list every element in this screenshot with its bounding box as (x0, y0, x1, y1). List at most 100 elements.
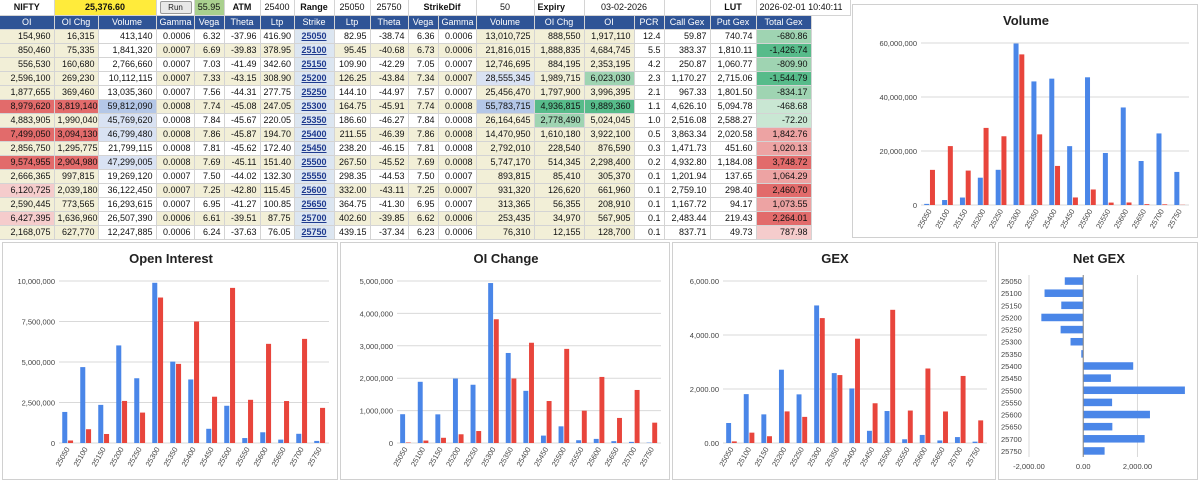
table-cell: -39.83 (224, 43, 261, 58)
table-cell: 369,460 (54, 85, 99, 100)
table-cell: 298.35 (334, 169, 371, 184)
net-gex-bar (1083, 398, 1113, 407)
strike-link[interactable]: 25600 (294, 183, 335, 198)
net-gex-bar (1083, 447, 1105, 455)
put-bar (423, 440, 429, 443)
range-low[interactable]: 25050 (334, 0, 371, 16)
table-cell: 12,155 (534, 225, 585, 240)
table-cell: 0.0007 (156, 169, 195, 184)
put-bar (837, 375, 843, 443)
table-row: 9,574,955 2,904,980 47,299,005 0.0008 7.69 -4… (0, 155, 851, 170)
table-cell: 0.0008 (156, 155, 195, 170)
put-bar (1001, 136, 1007, 205)
table-cell: -42.29 (370, 57, 409, 72)
call-bar (296, 433, 302, 443)
strike-link[interactable]: 25200 (294, 71, 335, 86)
run-button[interactable]: Run (159, 1, 192, 14)
strike-link[interactable]: 25700 (294, 211, 335, 226)
call-bar (1102, 152, 1108, 205)
table-cell: 0.0008 (156, 127, 195, 142)
table-cell: 1,842.76 (756, 127, 812, 142)
table-cell: 9,889,360 (584, 99, 635, 114)
call-bar (134, 378, 140, 443)
call-bar (726, 423, 732, 443)
net-gex-bar (1083, 386, 1185, 395)
strike-link[interactable]: 25100 (294, 43, 335, 58)
lut-value: 2026-02-01 10:40:11 (756, 0, 852, 16)
table-row: 2,168,075 627,770 12,247,885 0.0006 6.24 -37.… (0, 225, 851, 240)
x-tick-label: 25400 (1041, 208, 1059, 231)
table-cell: 7.74 (408, 99, 439, 114)
table-cell: 115.45 (260, 183, 295, 198)
table-cell: 28,555,345 (476, 71, 535, 86)
range-high[interactable]: 25750 (370, 0, 409, 16)
x-tick-label: 25150 (753, 446, 771, 469)
strike-link[interactable]: 25650 (294, 197, 335, 212)
table-cell: 0.0006 (438, 211, 477, 226)
strike-link[interactable]: 25300 (294, 99, 335, 114)
table-cell: 186.60 (334, 113, 371, 128)
x-tick-label: 25650 (270, 446, 288, 469)
table-cell: 0.1 (634, 225, 665, 240)
y-tick-label: 0 (51, 439, 55, 448)
chart-title: Open Interest (129, 251, 213, 266)
x-tick-label: 25100 (409, 446, 427, 469)
net-gex-bar (1083, 362, 1134, 370)
table-cell: 0.0006 (438, 225, 477, 240)
table-cell: 931,320 (476, 183, 535, 198)
net-gex-bar (1083, 435, 1145, 443)
table-cell: 0.0007 (156, 197, 195, 212)
table-cell: -44.97 (370, 85, 409, 100)
strike-link[interactable]: 25400 (294, 127, 335, 142)
atm-value[interactable]: 25400 (260, 0, 295, 16)
call-bar (242, 438, 248, 443)
y-tick-label: 10,000,000 (17, 277, 55, 286)
table-cell: 36,122,450 (98, 183, 157, 198)
volume-chart: Volume 0 20,000,000 40,000,000 60,000,000 250… (852, 4, 1198, 238)
table-cell: 1,841,320 (98, 43, 157, 58)
put-bar (1090, 189, 1096, 205)
y-tick-label: 40,000,000 (879, 93, 917, 102)
table-cell: 2,715.06 (710, 71, 757, 86)
table-cell: 6.73 (408, 43, 439, 58)
table-cell: 1,636,960 (54, 211, 99, 226)
table-cell: 1,060.77 (710, 57, 757, 72)
y-tick-label: 5,000,000 (360, 277, 393, 286)
table-cell: 567,905 (584, 211, 635, 226)
table-cell: 13,010,725 (476, 29, 535, 44)
table-cell: 4,684,745 (584, 43, 635, 58)
net-gex-bar (1064, 277, 1084, 285)
table-cell: 211.55 (334, 127, 371, 142)
table-cell: 2,792,010 (476, 141, 535, 156)
table-cell: 2,483.44 (664, 211, 711, 226)
strike-link[interactable]: 25050 (294, 29, 335, 44)
strike-link[interactable]: 25250 (294, 85, 335, 100)
put-bar (599, 376, 605, 443)
table-cell: 59,812,090 (98, 99, 157, 114)
table-cell: 6.36 (408, 29, 439, 44)
y-tick-label: 25550 (1001, 398, 1022, 407)
table-cell: 47,299,005 (98, 155, 157, 170)
table-cell: 164.75 (334, 99, 371, 114)
table-cell: 25,456,470 (476, 85, 535, 100)
gex-chart: GEX 0.00 2,000.00 4,000.00 6,000.00 25050 2510… (672, 242, 996, 480)
column-header: Ltp (334, 15, 371, 30)
strike-link[interactable]: 25750 (294, 225, 335, 240)
strike-link[interactable]: 25500 (294, 155, 335, 170)
call-bar (116, 345, 122, 443)
strike-link[interactable]: 25450 (294, 141, 335, 156)
call-bar (188, 379, 194, 443)
expiry-value[interactable]: 03-02-2026 (584, 0, 665, 16)
symbol-cell[interactable]: NIFTY (0, 0, 55, 16)
call-bar (98, 404, 104, 443)
table-cell: -43.15 (224, 71, 261, 86)
strike-link[interactable]: 25150 (294, 57, 335, 72)
call-bar (523, 390, 529, 443)
table-cell: 154,960 (0, 29, 55, 44)
table-cell: -45.11 (224, 155, 261, 170)
strike-link[interactable]: 25350 (294, 113, 335, 128)
strikedif-value[interactable]: 50 (476, 0, 535, 16)
call-bar (884, 411, 890, 443)
table-cell: 364.75 (334, 197, 371, 212)
strike-link[interactable]: 25550 (294, 169, 335, 184)
